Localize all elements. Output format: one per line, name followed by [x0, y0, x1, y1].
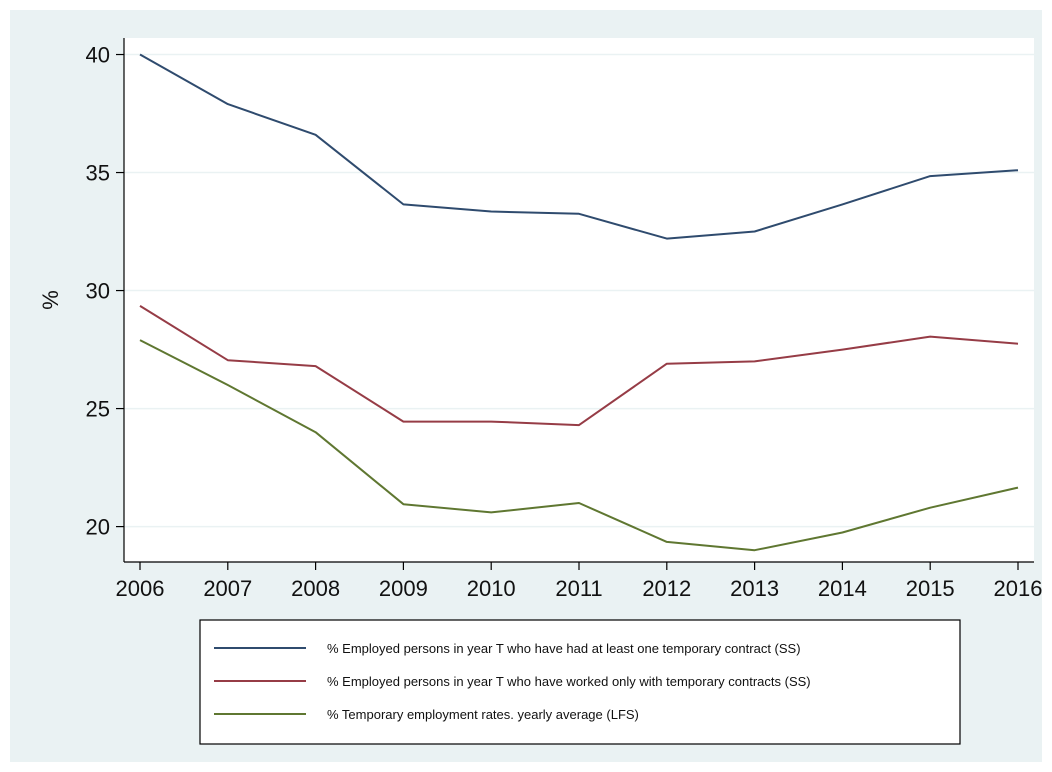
x-tick-label: 2006 — [116, 576, 165, 601]
y-tick-label: 25 — [86, 397, 110, 422]
gridlines — [124, 53, 1034, 528]
x-tick-label: 2007 — [203, 576, 252, 601]
x-tick-label: 2013 — [730, 576, 779, 601]
series-line-2 — [139, 305, 1019, 427]
x-tick-label: 2008 — [291, 576, 340, 601]
x-tick-label: 2016 — [994, 576, 1043, 601]
x-tick-label: 2010 — [467, 576, 516, 601]
series-line-3 — [139, 339, 1019, 552]
x-tick-label: 2009 — [379, 576, 428, 601]
legend-label-2: % Employed persons in year T who have wo… — [327, 674, 811, 689]
y-axis-ticks: 20 25 30 35 40 — [86, 43, 124, 540]
legend: % Employed persons in year T who have ha… — [214, 641, 811, 722]
plot-area — [124, 38, 1034, 562]
y-tick-label: 35 — [86, 161, 110, 186]
y-tick-label: 40 — [86, 43, 110, 68]
legend-label-1: % Employed persons in year T who have ha… — [327, 641, 801, 656]
x-axis-ticks: 2006 2007 2008 2009 2010 2011 2012 2013 2014 2015… — [116, 562, 1043, 601]
series-lines — [139, 53, 1019, 552]
legend-box — [199, 619, 961, 745]
x-tick-label: 2015 — [906, 576, 955, 601]
series-line-1 — [139, 53, 1019, 240]
legend-label-3: % Temporary employment rates. yearly ave… — [327, 707, 639, 722]
x-tick-label: 2012 — [642, 576, 691, 601]
x-tick-label: 2011 — [555, 576, 602, 601]
y-tick-label: 20 — [86, 515, 110, 540]
x-tick-label: 2014 — [818, 576, 867, 601]
y-axis-title: % — [38, 290, 63, 310]
y-tick-label: 30 — [86, 279, 110, 304]
